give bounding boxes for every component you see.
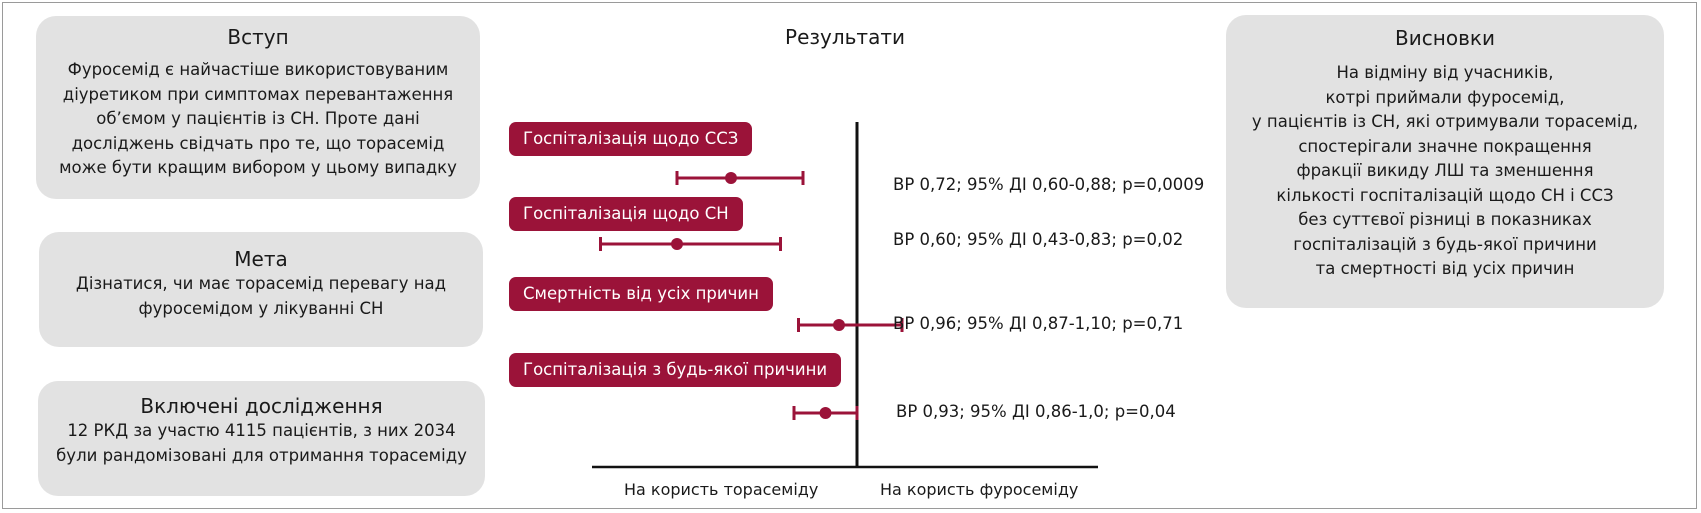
studies-card: Включені дослідження 12 РКД за участю 41… bbox=[38, 381, 485, 496]
intro-title: Вступ bbox=[227, 25, 289, 49]
results-title: Результати bbox=[785, 25, 905, 49]
outcome-label-hf-hospitalization: Госпіталізація щодо СН bbox=[509, 197, 743, 231]
stat-text-cvd-hospitalization: ВР 0,72; 95% ДІ 0,60-0,88; p=0,0009 bbox=[893, 175, 1205, 194]
outcome-label-all-cause-mortality: Смертність від усіх причин bbox=[509, 277, 773, 311]
axis-label-favors-furosemide: На користь фуросеміду bbox=[880, 480, 1079, 499]
point-estimate bbox=[725, 172, 737, 184]
stat-text-any-cause-hospitalization: ВР 0,93; 95% ДІ 0,86-1,0; p=0,04 bbox=[896, 402, 1176, 421]
goal-card: Мета Дізнатися, чи має торасемід переваг… bbox=[39, 232, 483, 347]
intro-text: Фуросемід є найчастіше використовуваним … bbox=[59, 60, 457, 177]
goal-title: Мета bbox=[234, 247, 288, 271]
outcome-label-any-cause-hospitalization: Госпіталізація з будь-якої причини bbox=[509, 353, 842, 387]
conclusions-card: Висновки На відміну від учасників, котрі… bbox=[1226, 15, 1664, 308]
studies-text: 12 РКД за участю 4115 пацієнтів, з них 2… bbox=[56, 421, 467, 465]
conclusions-title: Висновки bbox=[1395, 26, 1495, 50]
point-estimate bbox=[671, 238, 683, 250]
stat-text-hf-hospitalization: ВР 0,60; 95% ДІ 0,43-0,83; p=0,02 bbox=[893, 230, 1184, 249]
outcome-label-cvd-hospitalization: Госпіталізація щодо ССЗ bbox=[509, 122, 753, 156]
intro-card: Вступ Фуросемід є найчастіше використову… bbox=[36, 16, 480, 199]
conclusions-text: На відміну від учасників, котрі приймали… bbox=[1251, 63, 1639, 278]
goal-text: Дізнатися, чи має торасемід перевагу над… bbox=[75, 274, 447, 318]
studies-title: Включені дослідження bbox=[140, 394, 383, 418]
point-estimate bbox=[833, 319, 845, 331]
stat-text-all-cause-mortality: ВР 0,96; 95% ДІ 0,87-1,10; p=0,71 bbox=[893, 314, 1184, 333]
axis-label-favors-torasemide: На користь торасеміду bbox=[624, 480, 819, 499]
point-estimate bbox=[819, 407, 832, 419]
